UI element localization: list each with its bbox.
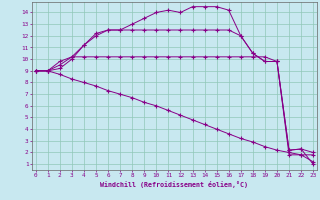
X-axis label: Windchill (Refroidissement éolien,°C): Windchill (Refroidissement éolien,°C) <box>100 181 248 188</box>
